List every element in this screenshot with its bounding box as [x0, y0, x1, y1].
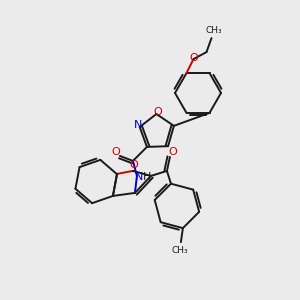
Text: CH₃: CH₃ — [172, 246, 188, 255]
Text: O: O — [130, 160, 138, 170]
Text: O: O — [189, 53, 198, 63]
Text: CH₃: CH₃ — [205, 26, 222, 34]
Text: N: N — [134, 120, 142, 130]
Text: H: H — [143, 172, 151, 182]
Text: O: O — [112, 147, 120, 157]
Text: N: N — [135, 172, 143, 182]
Text: O: O — [169, 147, 177, 157]
Text: O: O — [153, 107, 162, 117]
